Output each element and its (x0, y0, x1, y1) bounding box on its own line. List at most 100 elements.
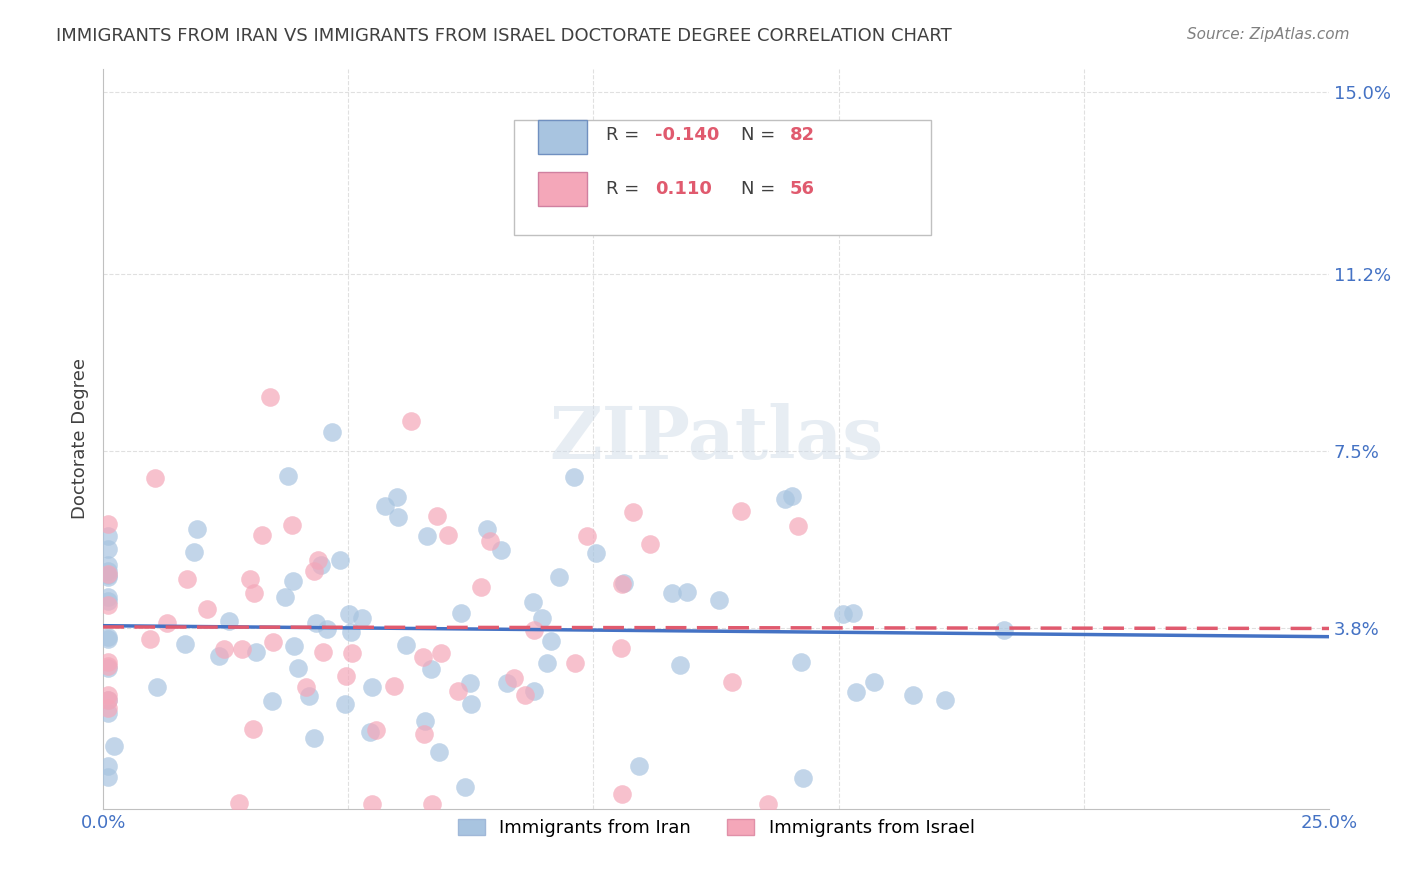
Point (523, 624, 546, 638)
Point (350, 611, 373, 625)
Point (522, 595, 544, 609)
Point (335, 669, 357, 683)
Point (97, 529, 120, 543)
Point (340, 624, 363, 639)
Point (575, 529, 598, 543)
Point (97, 558, 120, 573)
Point (312, 645, 335, 659)
Point (252, 528, 274, 542)
Point (496, 675, 519, 690)
Point (97, 759, 120, 773)
Point (669, 657, 692, 672)
Point (479, 533, 502, 548)
Point (707, 592, 730, 607)
Point (426, 508, 449, 523)
Point (183, 545, 205, 559)
Point (321, 425, 343, 440)
Point (307, 553, 329, 567)
Point (613, 576, 636, 591)
Point (787, 519, 810, 533)
Point (454, 780, 477, 794)
Point (360, 680, 382, 694)
Point (97, 693, 120, 707)
FancyBboxPatch shape (513, 120, 931, 235)
Point (283, 639, 305, 653)
Point (470, 580, 492, 594)
Point (97, 700, 120, 714)
Point (97, 661, 120, 675)
Point (515, 688, 537, 702)
Point (228, 796, 250, 810)
Point (610, 787, 633, 801)
Point (862, 675, 884, 690)
Point (242, 586, 264, 600)
Point (430, 646, 453, 660)
Point (458, 676, 481, 690)
Point (721, 675, 744, 690)
Point (675, 585, 697, 599)
Point (155, 615, 177, 630)
Point (239, 572, 262, 586)
Point (366, 723, 388, 737)
Point (437, 528, 460, 542)
Point (97, 693, 120, 707)
Point (274, 590, 297, 604)
Point (661, 586, 683, 600)
Point (536, 657, 558, 671)
Y-axis label: Doctorate Degree: Doctorate Degree (72, 359, 89, 519)
Point (97, 594, 120, 608)
Point (186, 522, 208, 536)
Point (302, 731, 325, 745)
Point (97, 656, 120, 670)
Point (242, 723, 264, 737)
Point (195, 601, 218, 615)
Point (97, 570, 120, 584)
Point (420, 797, 443, 812)
Point (934, 693, 956, 707)
Point (415, 529, 437, 543)
FancyBboxPatch shape (538, 172, 588, 205)
Text: R =: R = (606, 180, 638, 198)
Text: ZIPatlas: ZIPatlas (548, 403, 883, 475)
Point (262, 634, 284, 648)
Point (901, 688, 924, 702)
Point (401, 414, 423, 428)
Point (97, 517, 120, 532)
Point (173, 637, 195, 651)
Point (627, 759, 650, 773)
Point (259, 390, 281, 404)
Point (792, 771, 814, 785)
Point (412, 726, 434, 740)
Point (103, 739, 125, 753)
Point (305, 615, 328, 630)
Text: Source: ZipAtlas.com: Source: ZipAtlas.com (1187, 27, 1350, 42)
Point (277, 469, 299, 483)
FancyBboxPatch shape (538, 120, 588, 153)
Point (621, 505, 644, 519)
Point (502, 671, 524, 685)
Point (97, 659, 120, 673)
Point (281, 518, 304, 533)
Point (337, 607, 360, 622)
Point (638, 537, 661, 551)
Point (176, 572, 198, 586)
Point (138, 632, 160, 647)
Point (730, 504, 752, 518)
Point (97, 770, 120, 784)
Point (585, 546, 607, 560)
Point (419, 662, 441, 676)
Point (231, 642, 253, 657)
Point (329, 553, 352, 567)
Point (97, 630, 120, 644)
Point (845, 685, 868, 699)
Point (758, 797, 780, 812)
Point (446, 683, 468, 698)
Text: -0.140: -0.140 (655, 126, 718, 145)
Point (395, 638, 418, 652)
Point (359, 725, 381, 739)
Point (97, 688, 120, 702)
Point (790, 655, 813, 669)
Point (335, 698, 357, 712)
Point (97, 706, 120, 720)
Point (360, 797, 382, 812)
